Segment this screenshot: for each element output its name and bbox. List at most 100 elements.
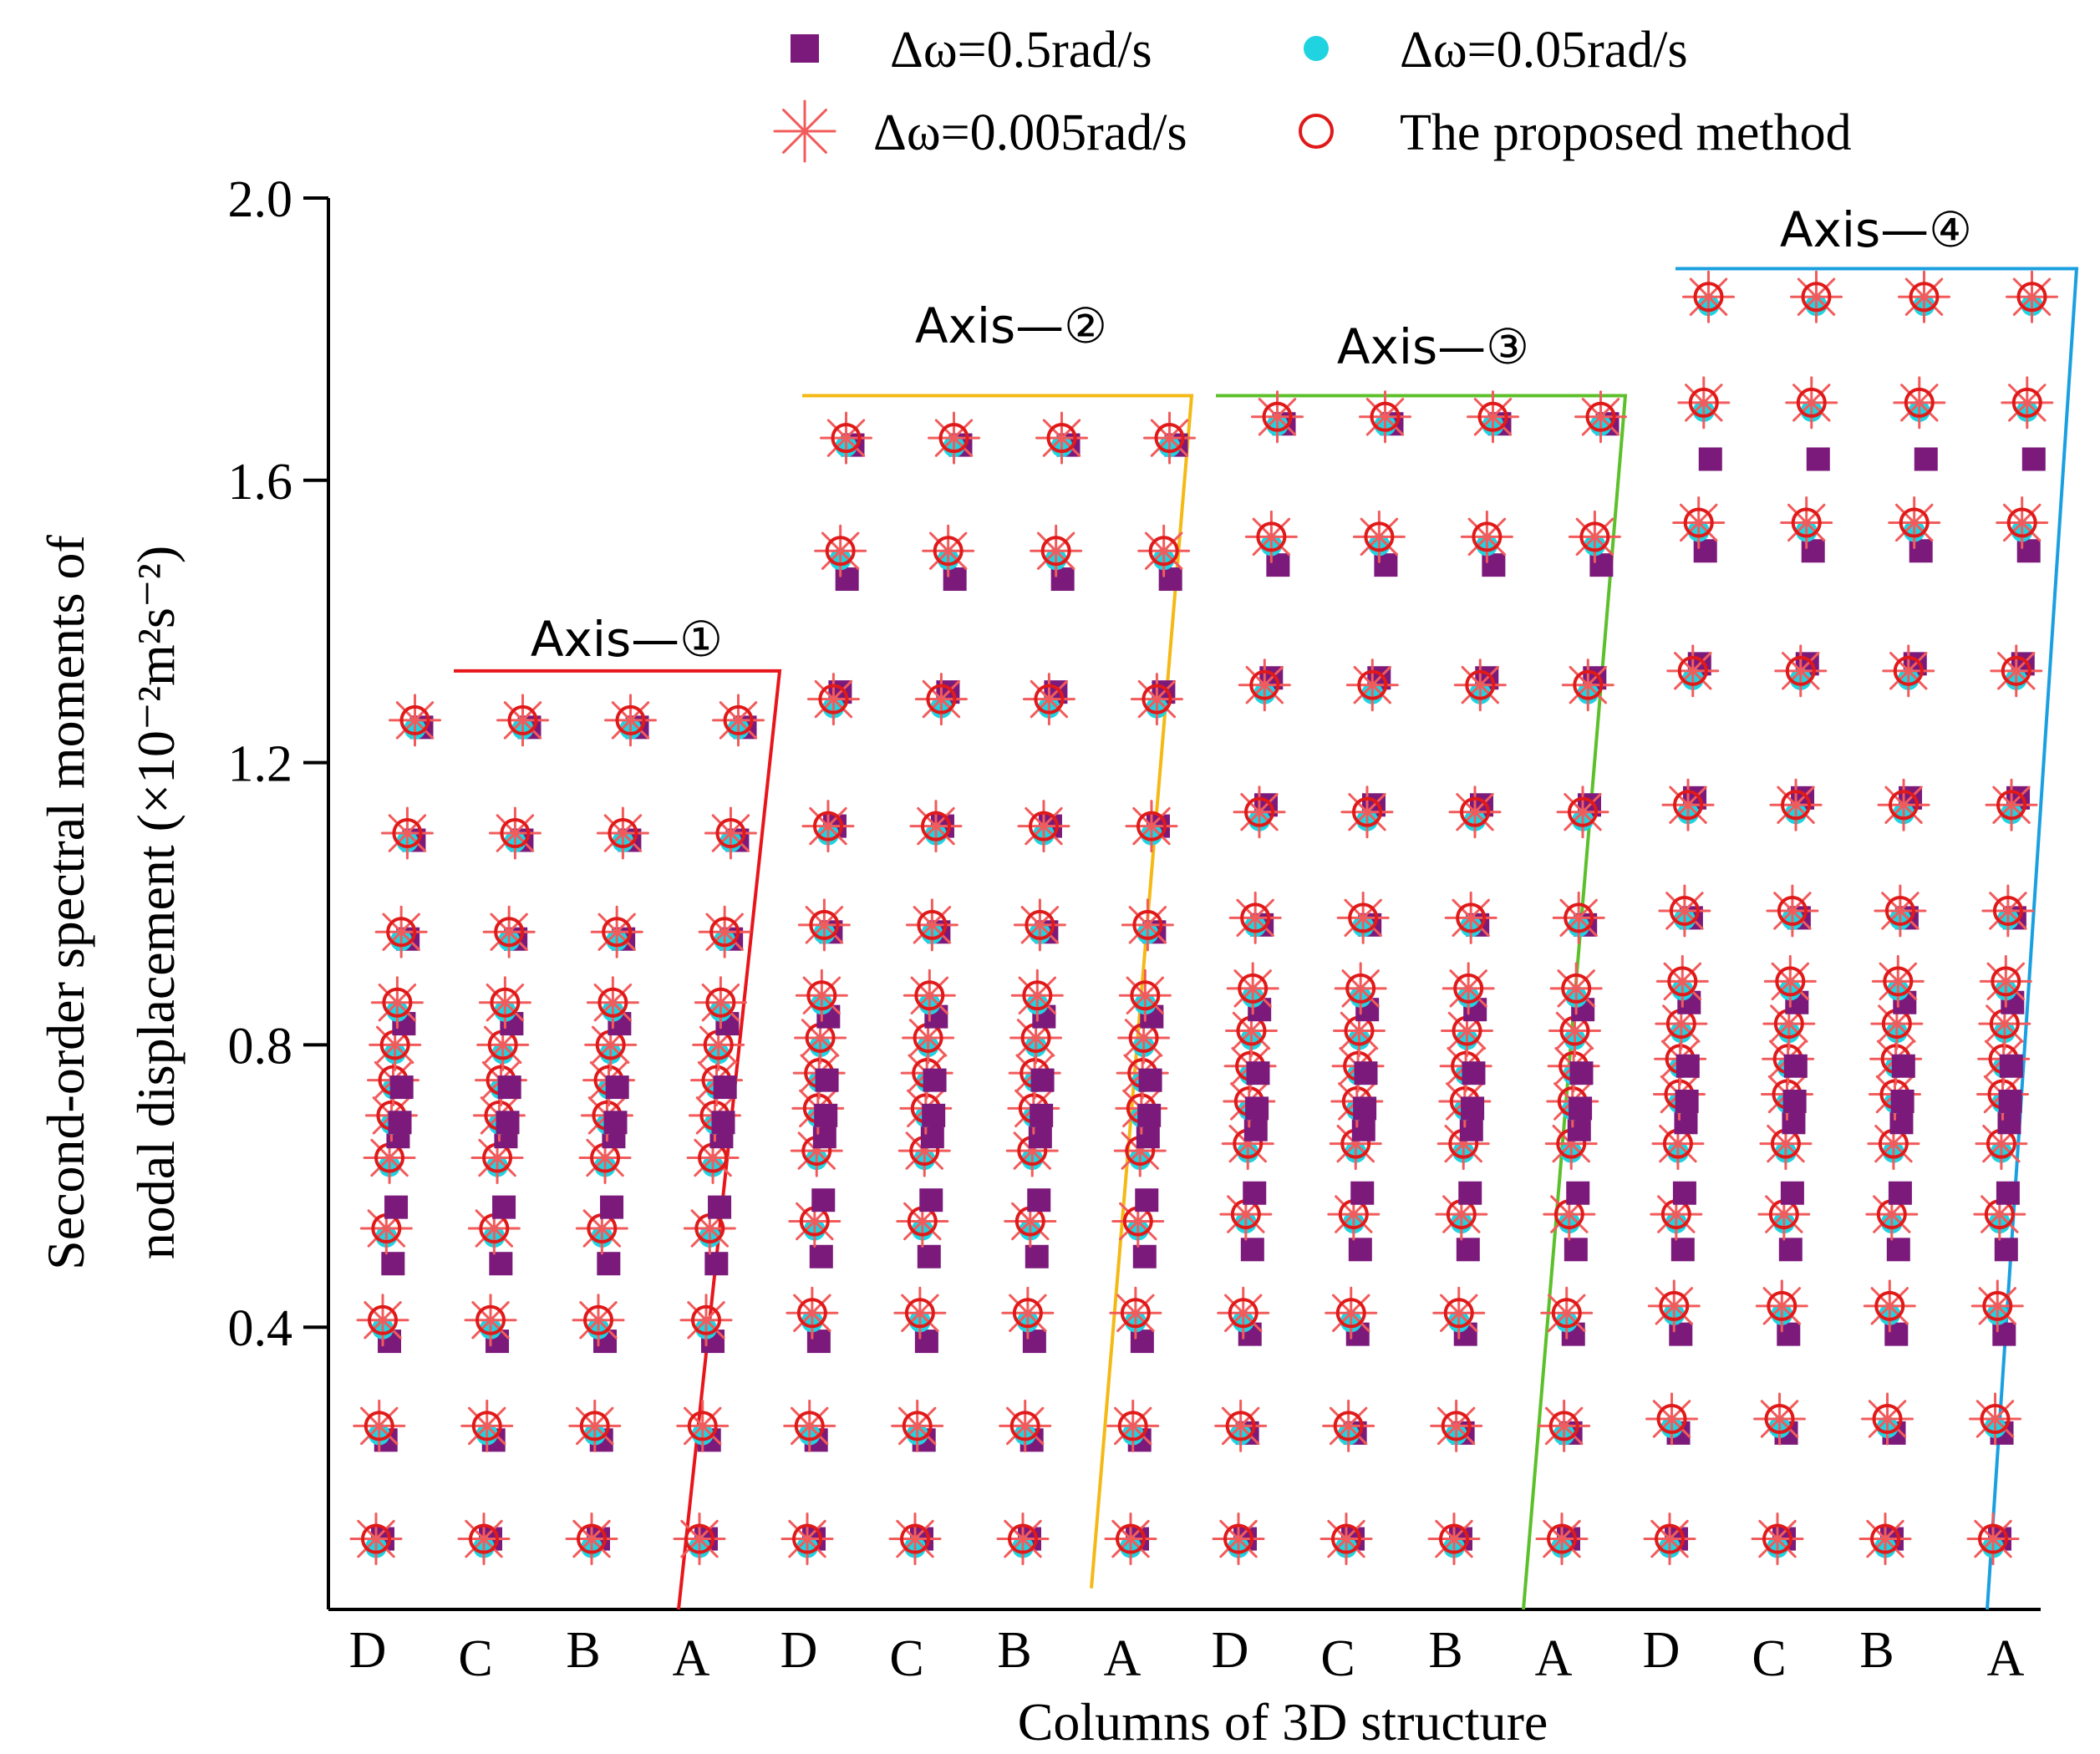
mark-proposed xyxy=(361,1523,391,1554)
mark-proposed xyxy=(1249,669,1280,700)
axis-group-label-1: Axis—① xyxy=(531,611,723,668)
legend-marker-fine xyxy=(773,99,836,163)
legend-item-medium: Δω=0.05rad/s xyxy=(1304,22,1688,79)
axis-group-label-4: Axis—④ xyxy=(1780,201,1972,258)
mark-proposed xyxy=(1477,401,1508,432)
mark-dw-0.5 xyxy=(1240,1238,1264,1262)
mark-dw-0.5 xyxy=(496,1111,520,1135)
mark-dw-0.005 xyxy=(820,411,872,465)
mark-proposed xyxy=(920,811,951,841)
mark-dw-0.5 xyxy=(1675,1054,1700,1078)
mark-proposed xyxy=(796,1298,827,1329)
mark-proposed xyxy=(1884,895,1915,926)
mark-dw-0.005 xyxy=(1863,1279,1916,1333)
column-1-B xyxy=(565,694,657,1566)
mark-proposed xyxy=(1980,1403,2011,1434)
mark-proposed xyxy=(1331,1523,1361,1554)
mark-dw-0.5 xyxy=(1782,1089,1807,1113)
y-tick-label: 0.4 xyxy=(228,1300,293,1357)
mark-dw-0.005 xyxy=(1137,524,1191,577)
y-tick-label: 2.0 xyxy=(228,171,293,228)
mark-proposed xyxy=(684,1523,714,1554)
mark-dw-0.005 xyxy=(909,800,963,853)
mark-dw-0.005 xyxy=(1785,376,1838,430)
mark-dw-0.005 xyxy=(586,976,639,1030)
mark-dw-0.5 xyxy=(1998,1089,2022,1113)
mark-proposed xyxy=(1693,282,1724,313)
mark-dw-0.005 xyxy=(1325,1286,1378,1340)
mark-dw-0.005 xyxy=(1893,376,1946,430)
mark-proposed xyxy=(1116,1523,1146,1554)
mark-proposed xyxy=(1008,1523,1038,1554)
mark-proposed xyxy=(825,536,856,567)
column-4-C xyxy=(1751,270,1843,1566)
mark-proposed xyxy=(1564,902,1594,933)
mark-proposed xyxy=(1240,902,1271,933)
y-tick-label: 1.2 xyxy=(228,736,293,793)
mark-dw-0.005 xyxy=(1882,644,1935,698)
mark-dw-0.005 xyxy=(1990,644,2043,698)
mark-proposed xyxy=(1677,655,1708,686)
mark-dw-0.5 xyxy=(1994,1238,2018,1262)
mark-proposed xyxy=(382,987,413,1018)
mark-dw-0.5 xyxy=(809,1244,833,1268)
mark-proposed xyxy=(1683,507,1714,538)
mark-dw-0.5 xyxy=(389,1075,414,1100)
mark-dw-0.5 xyxy=(1028,1125,1052,1149)
mark-dw-0.005 xyxy=(903,969,956,1022)
mark-dw-0.005 xyxy=(1251,390,1304,444)
mark-proposed xyxy=(900,1523,930,1554)
mark-proposed xyxy=(1120,1298,1151,1329)
mark-dw-0.5 xyxy=(1888,1181,1912,1205)
mark-proposed xyxy=(1904,387,1935,418)
mark-dw-0.005 xyxy=(1130,673,1183,726)
mark-dw-0.5 xyxy=(1886,1238,1910,1262)
mark-proposed xyxy=(471,1411,502,1441)
mark-proposed xyxy=(2016,282,2047,313)
mark-dw-0.005 xyxy=(460,1399,514,1452)
mark-proposed xyxy=(1791,507,1822,538)
x-tick-label-A-4: A xyxy=(1987,1630,2025,1687)
mark-proposed xyxy=(709,917,740,948)
x-tick-label-B-3: B xyxy=(1428,1622,1462,1679)
mark-proposed xyxy=(1046,423,1077,454)
mark-dw-0.5 xyxy=(388,1111,412,1135)
mark-proposed xyxy=(579,1411,610,1441)
mark-dw-0.005 xyxy=(1359,390,1411,444)
mark-proposed xyxy=(938,423,969,454)
mark-proposed xyxy=(926,684,957,714)
legend-item-fine: Δω=0.005rad/s xyxy=(773,99,1187,163)
mark-dw-0.005 xyxy=(1125,800,1178,853)
mark-dw-0.005 xyxy=(568,1399,622,1452)
mark-dw-0.005 xyxy=(1643,1513,1696,1566)
mark-proposed xyxy=(1472,521,1503,552)
mark-dw-0.5 xyxy=(1589,553,1614,577)
x-tick-label-D-4: D xyxy=(1643,1622,1681,1679)
mark-dw-0.005 xyxy=(380,806,434,860)
mark-dw-0.005 xyxy=(1682,270,1735,323)
mark-dw-0.5 xyxy=(1891,1054,1915,1078)
mark-dw-0.005 xyxy=(1453,658,1507,712)
mark-dw-0.005 xyxy=(1460,510,1513,563)
mark-proposed xyxy=(1142,684,1172,714)
mark-dw-0.005 xyxy=(1751,1513,1804,1566)
mark-proposed xyxy=(583,1304,614,1335)
mark-dw-0.5 xyxy=(1698,447,1722,471)
mark-proposed xyxy=(1130,980,1161,1011)
mark-proposed xyxy=(1659,1290,1690,1321)
mark-dw-0.5 xyxy=(1246,1061,1270,1085)
mark-dw-0.005 xyxy=(893,1286,947,1340)
mark-dw-0.005 xyxy=(922,524,975,577)
mark-dw-0.005 xyxy=(814,524,867,577)
column-1-D xyxy=(349,694,441,1566)
mark-dw-0.5 xyxy=(923,1068,947,1092)
mark-dw-0.005 xyxy=(1561,658,1614,712)
mark-proposed xyxy=(2001,655,2031,686)
mark-proposed xyxy=(1441,1411,1472,1441)
mark-dw-0.5 xyxy=(1050,567,1075,592)
mark-proposed xyxy=(1025,909,1055,940)
mark-proposed xyxy=(500,818,531,849)
mark-dw-0.5 xyxy=(1243,1117,1268,1141)
x-axis-title: Columns of 3D structure xyxy=(1018,1692,1548,1751)
mark-dw-0.005 xyxy=(783,1399,836,1452)
